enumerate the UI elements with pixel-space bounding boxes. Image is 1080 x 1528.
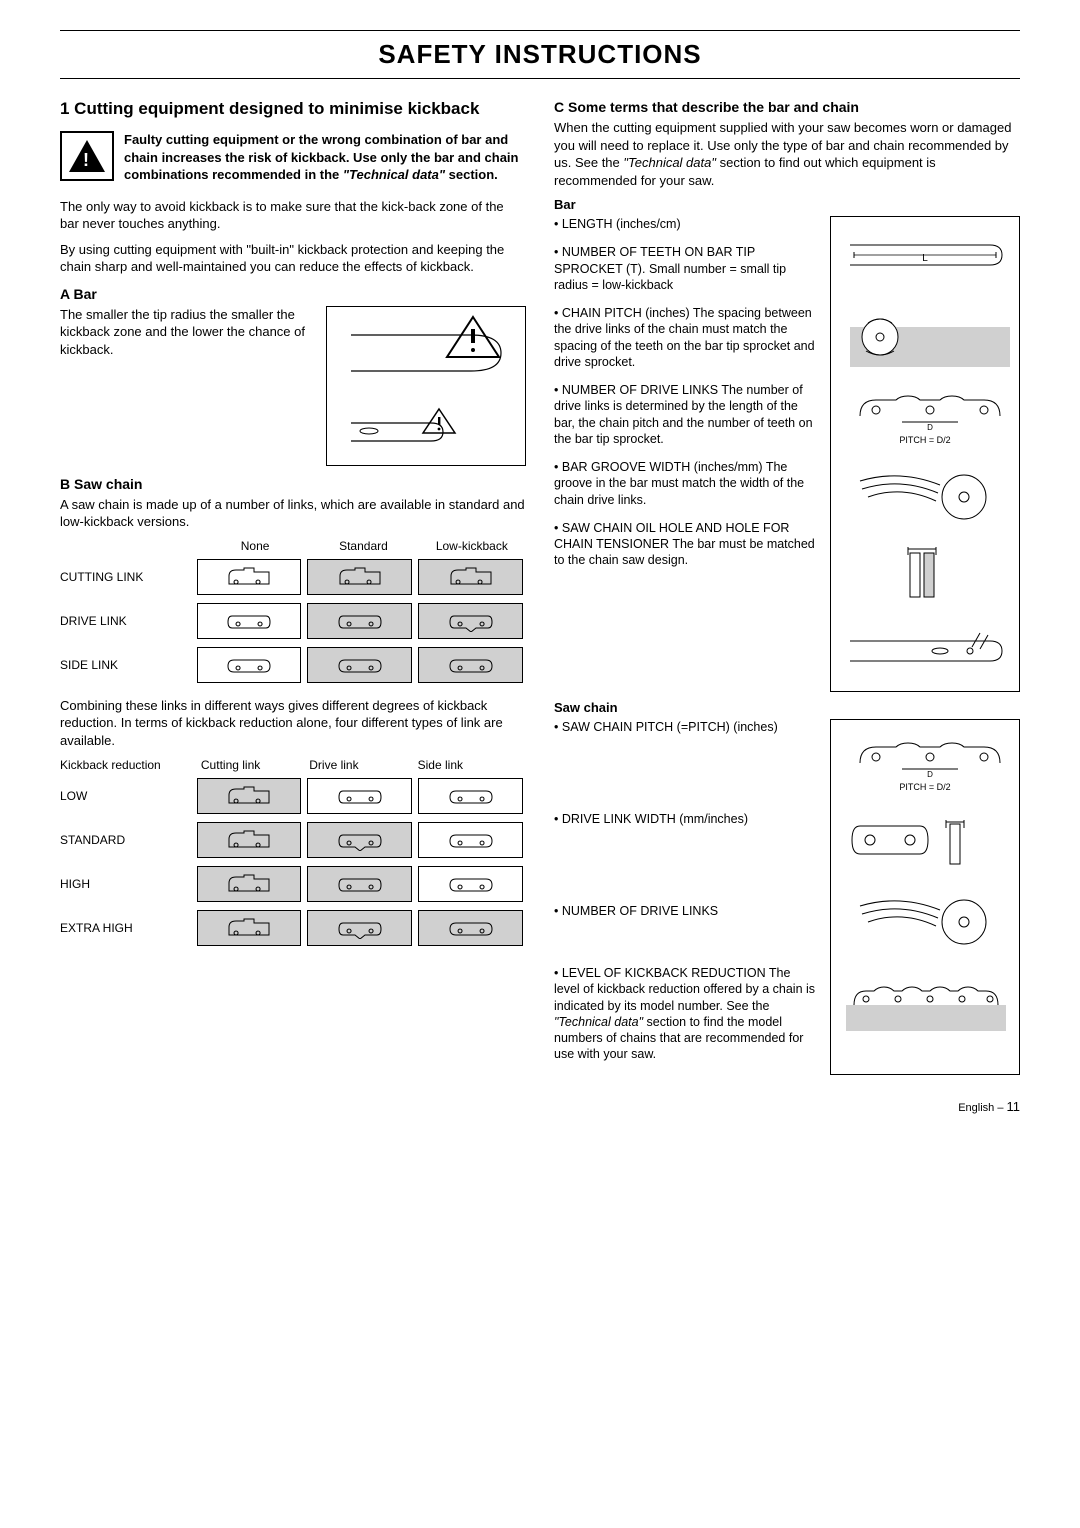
list-item: • NUMBER OF TEETH ON BAR TIP SPROCKET (T… [554, 244, 816, 293]
b-chain-intro: A saw chain is made up of a number of li… [60, 496, 526, 531]
link-cell [418, 603, 523, 639]
list-item: • SAW CHAIN PITCH (=PITCH) (inches) [554, 719, 816, 799]
link-cell [307, 559, 412, 595]
list-item: • BAR GROOVE WIDTH (inches/mm) The groov… [554, 459, 816, 508]
svg-text:D: D [927, 423, 933, 430]
link-cell [307, 603, 412, 639]
row-drive-link: DRIVE LINK [60, 614, 194, 628]
kh-reduction: Kickback reduction [60, 758, 201, 772]
kickback-reduction-table: Kickback reduction Cutting link Drive li… [60, 758, 526, 946]
bar-terms-list: • LENGTH (inches/cm) • NUMBER OF TEETH O… [554, 216, 816, 569]
c-intro: When the cutting equipment supplied with… [554, 119, 1020, 189]
page-title: SAFETY INSTRUCTIONS [60, 30, 1020, 79]
content-columns: 1 Cutting equipment designed to minimise… [60, 99, 1020, 1075]
list-item: • LEVEL OF KICKBACK REDUCTION The level … [554, 965, 816, 1063]
link-cell [197, 647, 302, 683]
intro-para-2: By using cutting equipment with "built-i… [60, 241, 526, 276]
a-bar-text: The smaller the tip radius the smaller t… [60, 306, 310, 359]
link-cell [307, 910, 412, 946]
b-chain-heading: B Saw chain [60, 476, 526, 492]
link-cell [197, 866, 302, 902]
link-cell [197, 910, 302, 946]
link-cell [418, 559, 523, 595]
link-cell [307, 647, 412, 683]
link-cell [418, 778, 523, 814]
section-1-heading: 1 Cutting equipment designed to minimise… [60, 99, 526, 119]
link-cell [197, 559, 302, 595]
krow-extra-high: EXTRA HIGH [60, 921, 194, 935]
bar-diagram-panel: L D PITCH = D/2 [830, 216, 1020, 692]
col-low-kickback: Low-kickback [418, 539, 526, 553]
col-none: None [201, 539, 309, 553]
list-item: • NUMBER OF DRIVE LINKS The number of dr… [554, 382, 816, 447]
link-cell [307, 822, 412, 858]
link-cell [197, 603, 302, 639]
chain-subheading: Saw chain [554, 700, 1020, 715]
link-cell [418, 647, 523, 683]
kh-side: Side link [418, 758, 526, 772]
link-cell [418, 866, 523, 902]
list-item: • SAW CHAIN OIL HOLE AND HOLE FOR CHAIN … [554, 520, 816, 569]
list-item: • NUMBER OF DRIVE LINKS [554, 903, 816, 953]
warning-text: Faulty cutting equipment or the wrong co… [124, 131, 526, 184]
link-cell [418, 910, 523, 946]
kh-cutting: Cutting link [201, 758, 309, 772]
footer-lang: English – [958, 1102, 1006, 1114]
list-item: • DRIVE LINK WIDTH (mm/inches) [554, 811, 816, 891]
link-cell [197, 822, 302, 858]
c-heading: C Some terms that describe the bar and c… [554, 99, 1020, 115]
left-column: 1 Cutting equipment designed to minimise… [60, 99, 526, 1075]
combo-intro: Combining these links in different ways … [60, 697, 526, 750]
list-item: • CHAIN PITCH (inches) The spacing betwe… [554, 305, 816, 370]
link-type-table: None Standard Low-kickback CUTTING LINK … [60, 539, 526, 683]
footer-page-number: 11 [1007, 1099, 1021, 1114]
chain-terms-list: • SAW CHAIN PITCH (=PITCH) (inches) • DR… [554, 719, 816, 1063]
link-cell [307, 866, 412, 902]
warning-icon [60, 131, 114, 181]
warning-tail: section. [445, 167, 498, 182]
row-cutting-link: CUTTING LINK [60, 570, 194, 584]
link-cell [307, 778, 412, 814]
col-standard: Standard [309, 539, 417, 553]
bar-subheading: Bar [554, 197, 1020, 212]
kh-drive: Drive link [309, 758, 417, 772]
pitch-formula-label-2: PITCH = D/2 [840, 782, 1010, 792]
krow-high: HIGH [60, 877, 194, 891]
page-footer: English – 11 [60, 1099, 1020, 1114]
link-cell [197, 778, 302, 814]
right-column: C Some terms that describe the bar and c… [554, 99, 1020, 1075]
bar-figure [326, 306, 526, 466]
row-side-link: SIDE LINK [60, 658, 194, 672]
pitch-formula-label: PITCH = D/2 [840, 435, 1010, 445]
krow-standard: STANDARD [60, 833, 194, 847]
a-bar-heading: A Bar [60, 286, 526, 302]
chain-diagram-panel: D PITCH = D/2 [830, 719, 1020, 1075]
krow-low: LOW [60, 789, 194, 803]
warning-ref: "Technical data" [343, 167, 445, 182]
svg-text:D: D [927, 770, 933, 777]
intro-para-1: The only way to avoid kickback is to mak… [60, 198, 526, 233]
link-cell [418, 822, 523, 858]
list-item: • LENGTH (inches/cm) [554, 216, 816, 232]
warning-box: Faulty cutting equipment or the wrong co… [60, 131, 526, 184]
